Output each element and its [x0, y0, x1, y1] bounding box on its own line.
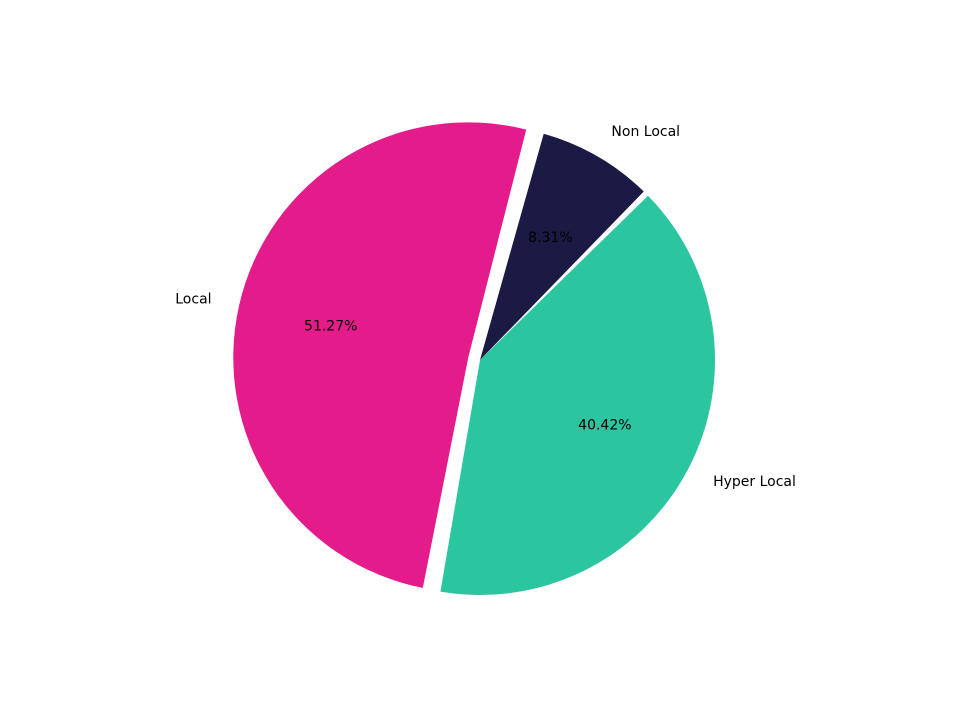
- pie-slice-pct: 51.27%: [304, 318, 357, 334]
- pie-chart: 51.27% Local 40.42% Hyper Local 8.31% Non Loc…: [0, 0, 960, 720]
- pie-slice-pct: 40.42%: [578, 417, 631, 433]
- pie-slice-label: Hyper Local: [713, 474, 796, 490]
- pie-slice-pct: 8.31%: [528, 230, 572, 246]
- pie-slice-label: Non Local: [611, 124, 680, 140]
- pie-slice-label: Local: [175, 291, 211, 307]
